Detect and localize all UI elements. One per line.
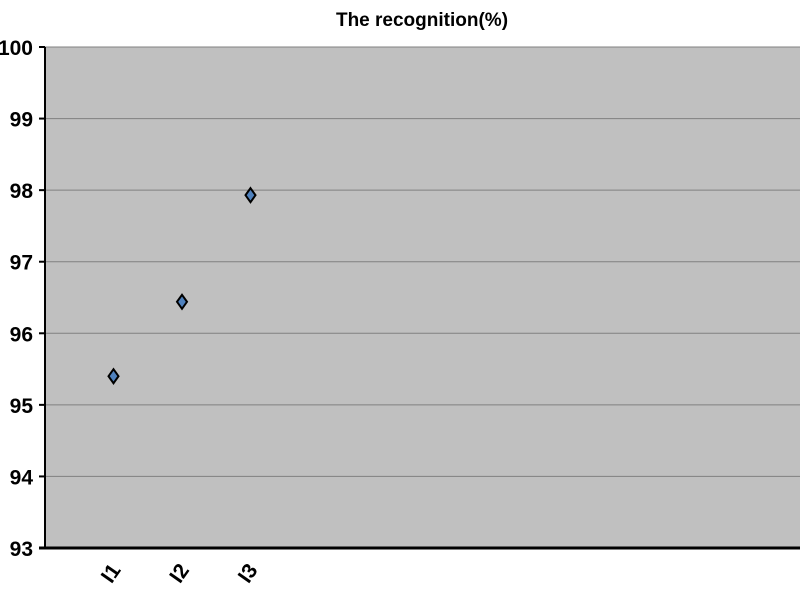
x-tick-label: I3 bbox=[234, 560, 263, 588]
y-tick-label: 96 bbox=[10, 323, 33, 346]
y-tick-label: 95 bbox=[10, 395, 34, 418]
data-point-I1 bbox=[107, 367, 120, 385]
y-tick-label: 93 bbox=[10, 538, 33, 561]
y-tick-label: 97 bbox=[10, 252, 33, 275]
y-tick-label: 94 bbox=[10, 466, 34, 489]
x-tick-label: I1 bbox=[97, 559, 126, 587]
data-point-I2 bbox=[175, 293, 189, 311]
y-tick-label: 100 bbox=[0, 37, 33, 60]
data-point-I3 bbox=[244, 186, 257, 204]
y-tick-label: 99 bbox=[10, 109, 33, 132]
y-tick-label: 98 bbox=[10, 180, 34, 203]
chart-title: The recognition(%) bbox=[336, 10, 508, 31]
x-tick-label: I2 bbox=[165, 560, 194, 588]
plot-area bbox=[45, 47, 800, 548]
